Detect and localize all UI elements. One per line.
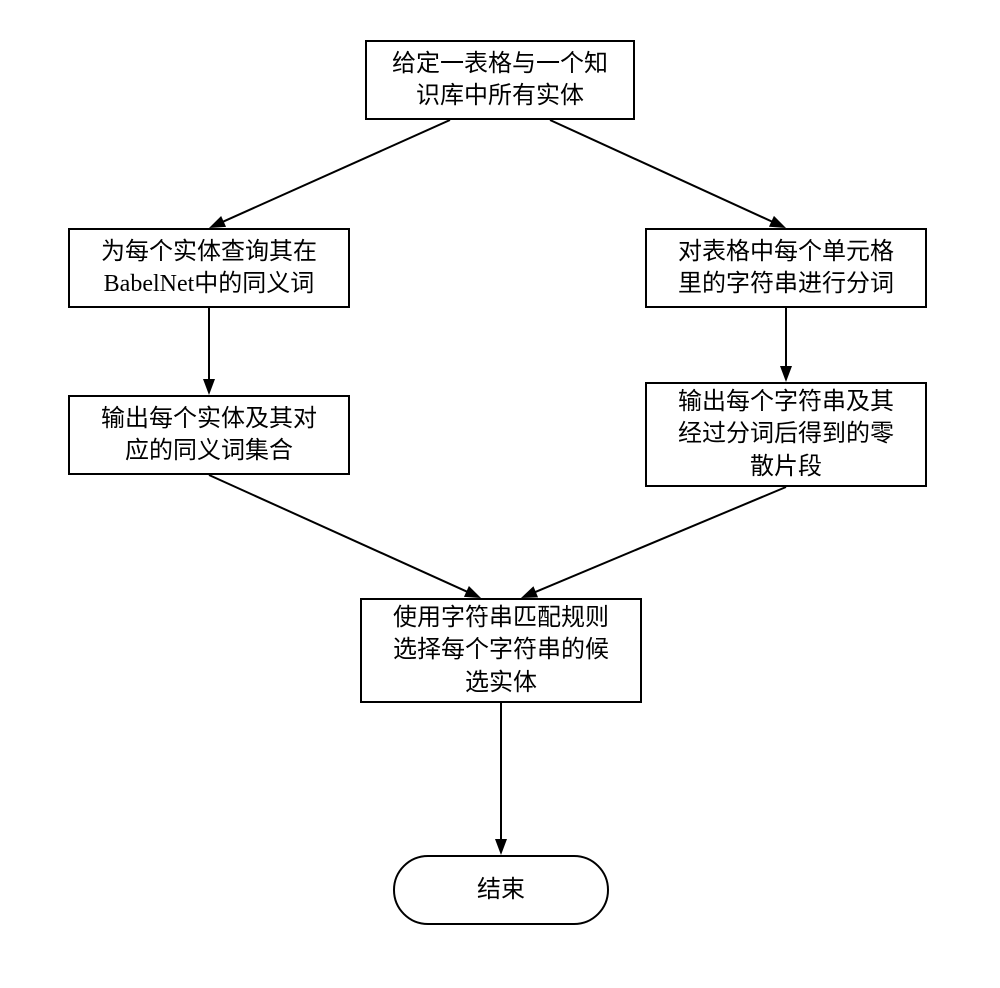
flowchart-canvas: 给定一表格与一个知 识库中所有实体 为每个实体查询其在 BabelNet中的同义…: [0, 0, 1000, 988]
node-merge-match: 使用字符串匹配规则 选择每个字符串的候 选实体: [360, 598, 642, 703]
node-right2-label: 输出每个字符串及其 经过分词后得到的零 散片段: [678, 386, 894, 483]
node-merge-label: 使用字符串匹配规则 选择每个字符串的候 选实体: [393, 602, 609, 699]
node-left2-label: 输出每个实体及其对 应的同义词集合: [101, 403, 317, 468]
node-right-tokenize: 对表格中每个单元格 里的字符串进行分词: [645, 228, 927, 308]
edges-layer: [0, 0, 1000, 988]
node-left1-label: 为每个实体查询其在 BabelNet中的同义词: [101, 236, 317, 301]
node-right-output-tokens: 输出每个字符串及其 经过分词后得到的零 散片段: [645, 382, 927, 487]
node-right1-label: 对表格中每个单元格 里的字符串进行分词: [678, 236, 894, 301]
node-start-label: 给定一表格与一个知 识库中所有实体: [392, 48, 608, 113]
node-end-label: 结束: [477, 874, 525, 906]
node-left-query-synonyms: 为每个实体查询其在 BabelNet中的同义词: [68, 228, 350, 308]
node-end: 结束: [393, 855, 609, 925]
node-start: 给定一表格与一个知 识库中所有实体: [365, 40, 635, 120]
node-left-output-synonyms: 输出每个实体及其对 应的同义词集合: [68, 395, 350, 475]
